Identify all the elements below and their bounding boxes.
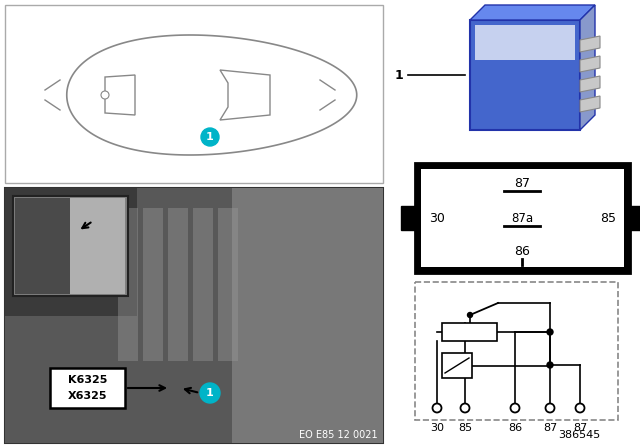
- Bar: [415, 163, 630, 273]
- Text: 1: 1: [394, 69, 403, 82]
- Bar: [50, 368, 125, 408]
- Circle shape: [547, 329, 553, 335]
- Bar: [630, 206, 640, 230]
- Text: 86: 86: [508, 423, 522, 433]
- Bar: [143, 208, 163, 361]
- Circle shape: [433, 404, 442, 413]
- Bar: [70, 198, 125, 294]
- Text: EO E85 12 0021: EO E85 12 0021: [300, 430, 378, 440]
- Text: 386545: 386545: [557, 430, 600, 440]
- Polygon shape: [470, 5, 595, 20]
- Text: 86: 86: [514, 245, 530, 258]
- Polygon shape: [105, 75, 135, 115]
- Text: 87: 87: [543, 423, 557, 433]
- Bar: [475, 25, 575, 60]
- Circle shape: [101, 91, 109, 99]
- Text: 87: 87: [514, 177, 530, 190]
- Bar: [442, 353, 472, 378]
- Bar: [218, 208, 238, 361]
- Text: K6325: K6325: [68, 375, 107, 385]
- Bar: [193, 208, 213, 361]
- Bar: [5, 188, 383, 443]
- Text: 30: 30: [430, 423, 444, 433]
- Bar: [13, 196, 128, 296]
- Text: 30: 30: [429, 211, 445, 224]
- Bar: [398, 5, 635, 158]
- Circle shape: [511, 404, 520, 413]
- Circle shape: [200, 383, 220, 403]
- Bar: [118, 208, 138, 361]
- Text: 87a: 87a: [511, 211, 533, 224]
- Text: X6325: X6325: [68, 391, 108, 401]
- Bar: [15, 198, 72, 294]
- Bar: [442, 323, 497, 341]
- Polygon shape: [67, 35, 356, 155]
- Polygon shape: [580, 96, 600, 112]
- Circle shape: [547, 362, 553, 368]
- Polygon shape: [580, 5, 595, 130]
- Text: 1: 1: [206, 388, 214, 398]
- Text: 1: 1: [206, 132, 214, 142]
- Bar: [168, 208, 188, 361]
- Polygon shape: [580, 56, 600, 72]
- Circle shape: [575, 404, 584, 413]
- Bar: [415, 282, 618, 420]
- Bar: [232, 188, 383, 443]
- Text: 85: 85: [600, 211, 616, 224]
- Bar: [421, 169, 624, 267]
- Polygon shape: [580, 76, 600, 92]
- Text: 85: 85: [458, 423, 472, 433]
- Polygon shape: [580, 36, 600, 52]
- Bar: [5, 5, 383, 183]
- Circle shape: [461, 404, 470, 413]
- Circle shape: [545, 404, 554, 413]
- Circle shape: [467, 313, 472, 318]
- Bar: [5, 188, 138, 315]
- Polygon shape: [220, 70, 270, 120]
- Circle shape: [201, 128, 219, 146]
- Bar: [401, 206, 415, 230]
- Bar: [5, 188, 232, 443]
- Text: 87: 87: [573, 423, 587, 433]
- Bar: [470, 20, 580, 130]
